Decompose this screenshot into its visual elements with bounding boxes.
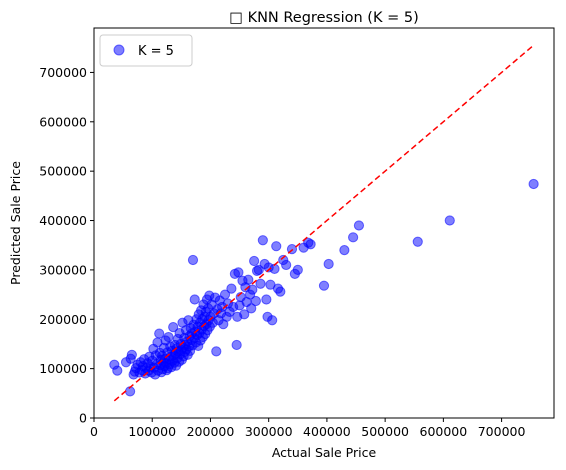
- plot-frame: [93, 27, 555, 419]
- data-point: [271, 241, 282, 252]
- legend-label: K = 5: [138, 44, 174, 59]
- data-point: [257, 235, 268, 246]
- data-point: [112, 365, 123, 376]
- y-tick-label: 100000: [39, 361, 87, 376]
- data-point: [281, 259, 292, 271]
- x-tick-label: 200000: [187, 424, 235, 439]
- data-point: [126, 349, 137, 360]
- data-point: [275, 286, 286, 297]
- data-point: [528, 178, 539, 190]
- data-point: [243, 274, 254, 285]
- reference-line: [113, 44, 535, 402]
- data-point: [239, 309, 250, 320]
- x-axis-ticks: 0 100000 200000 300000 400000 500000 600000 700…: [90, 418, 525, 439]
- points-layer: [109, 178, 539, 397]
- y-tick-label: 400000: [39, 213, 87, 228]
- data-point: [261, 294, 272, 305]
- x-axis-title: Actual Sale Price: [272, 445, 377, 460]
- legend: K = 5: [99, 34, 193, 67]
- data-point: [154, 328, 165, 339]
- data-point: [246, 303, 257, 314]
- chart-title: □ KNN Regression (K = 5): [229, 10, 418, 26]
- legend-box: [99, 34, 193, 67]
- data-point: [247, 284, 258, 295]
- data-point: [249, 255, 260, 267]
- data-point: [168, 322, 179, 333]
- data-point: [412, 236, 423, 247]
- data-point: [231, 339, 242, 351]
- data-point: [353, 220, 365, 231]
- legend-marker: [113, 44, 125, 56]
- data-point: [250, 295, 261, 307]
- data-point: [267, 315, 278, 326]
- y-tick-label: 0: [79, 411, 87, 426]
- data-point: [163, 331, 174, 343]
- data-point: [318, 280, 330, 291]
- data-point: [211, 346, 222, 357]
- data-point: [292, 264, 303, 275]
- data-point: [189, 294, 200, 305]
- data-point: [219, 289, 231, 300]
- data-point: [444, 215, 455, 226]
- y-tick-label: 300000: [39, 262, 87, 277]
- y-tick-label: 200000: [39, 312, 87, 327]
- y-tick-label: 600000: [39, 114, 87, 129]
- x-tick-label: 0: [90, 424, 98, 439]
- data-point: [226, 283, 237, 294]
- y-axis-ticks: 0 100000 200000 300000 400000 500000 600000 700…: [39, 65, 94, 426]
- x-tick-label: 100000: [128, 424, 176, 439]
- x-tick-label: 300000: [245, 424, 293, 439]
- data-point: [305, 239, 316, 250]
- x-tick-label: 400000: [303, 424, 351, 439]
- x-tick-label: 500000: [361, 424, 409, 439]
- data-point: [233, 267, 244, 278]
- y-tick-label: 500000: [39, 164, 87, 179]
- y-axis-title: Predicted Sale Price: [8, 161, 23, 285]
- y-tick-label: 700000: [39, 65, 87, 80]
- data-point: [255, 278, 266, 289]
- data-point: [348, 232, 359, 243]
- x-tick-label: 600000: [420, 424, 468, 439]
- data-point: [187, 254, 199, 266]
- data-point: [323, 258, 334, 270]
- data-point: [339, 245, 350, 256]
- x-tick-label: 700000: [478, 424, 526, 439]
